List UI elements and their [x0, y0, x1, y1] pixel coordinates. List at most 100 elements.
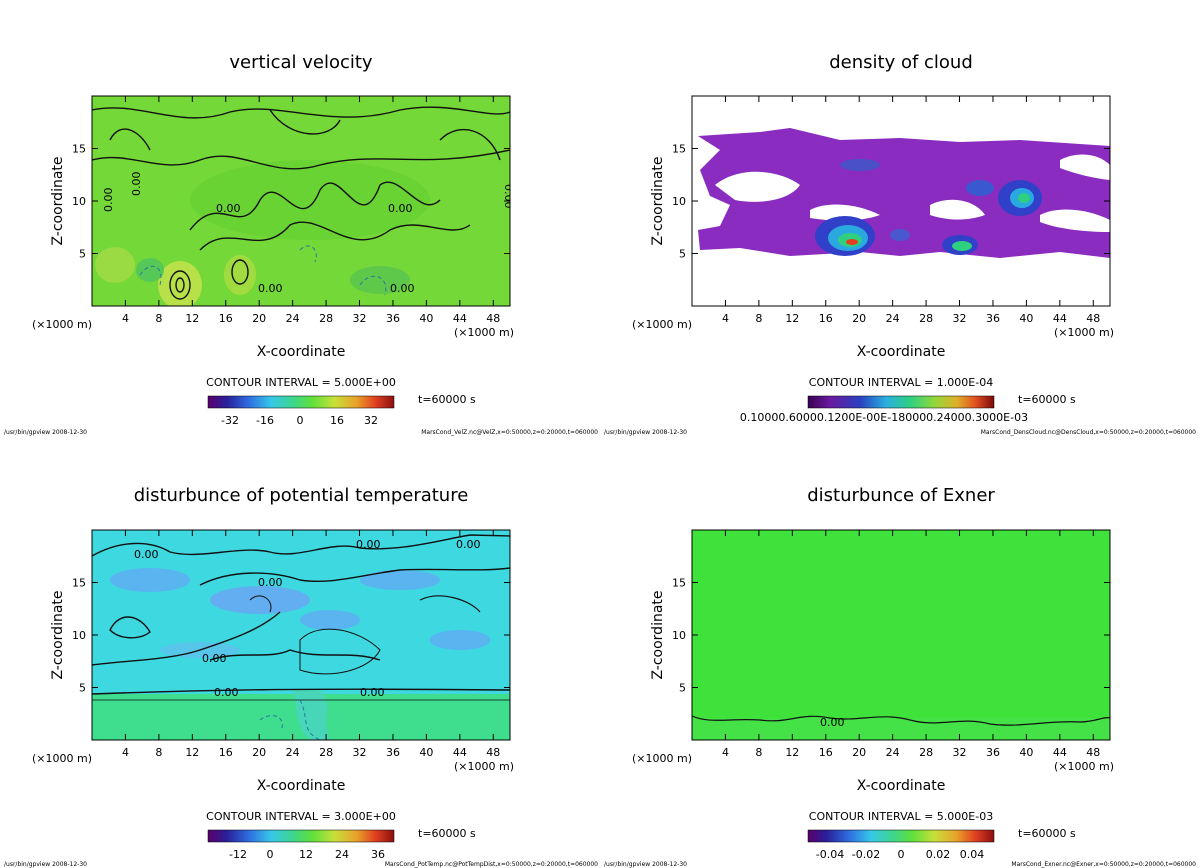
contour-label: 0.00	[216, 202, 241, 215]
x-tick-label: 44	[1053, 312, 1067, 325]
footer-right: MarsCond_DensCloud.nc@DensCloud,x=0:5000…	[981, 429, 1196, 436]
pottemp-field: 0.00 0.00 0.00 0.00 0.00 0.00 0.00	[92, 530, 510, 740]
y-tick-label: 5	[79, 248, 86, 261]
colorbar-tick: 16	[330, 414, 344, 427]
footer-right: MarsCond_VelZ.nc@VelZ,x=0:50000,z=0:2000…	[421, 429, 598, 436]
x-tick-label: 20	[852, 312, 866, 325]
x-tick-label: 24	[886, 312, 900, 325]
colorbar-tick: 0.02	[926, 848, 951, 861]
y-tick-label: 5	[79, 682, 86, 695]
x-tick-label: 12	[185, 746, 199, 759]
y-axis-label: Z-coordinate	[650, 590, 666, 679]
y-tick-label: 15	[72, 577, 86, 590]
exner-field: 0.00	[692, 530, 1110, 740]
x-tick-label: 44	[453, 312, 467, 325]
contour-label: 0.00	[820, 716, 845, 729]
x-tick-label: 32	[353, 312, 367, 325]
y-tick-label: 5	[679, 682, 686, 695]
colorbar-tick: 32	[364, 414, 378, 427]
colorbar-tick: 24	[335, 848, 349, 861]
contour-interval: CONTOUR INTERVAL = 3.000E+00	[206, 810, 396, 823]
x-tick-label: 28	[319, 312, 333, 325]
colorbar-ticks-overlap: 0.10000.60000.1200E-00E-180000.24000.300…	[740, 411, 1028, 424]
x-axis-label: X-coordinate	[257, 778, 346, 794]
x-tick-label: 16	[819, 312, 833, 325]
x-tick-label: 36	[386, 312, 400, 325]
x-unit-right: (×1000 m)	[1054, 326, 1114, 339]
y-tick-label: 10	[672, 195, 686, 208]
contour-label: 0.00	[130, 172, 143, 197]
cloud-field	[692, 96, 1110, 306]
y-tick-label: 10	[72, 629, 86, 642]
x-tick-label: 8	[155, 746, 162, 759]
x-tick-label: 48	[1086, 312, 1100, 325]
x-tick-label: 28	[919, 746, 933, 759]
x-tick-label: 12	[785, 746, 799, 759]
x-tick-label: 40	[419, 746, 433, 759]
panel-potential-temperature: disturbunce of potential temperature 0.0…	[4, 485, 598, 868]
colorbar-tick: 0	[297, 414, 304, 427]
x-unit-right: (×1000 m)	[454, 760, 514, 773]
colorbar-tick: -16	[256, 414, 274, 427]
x-tick-label: 40	[1019, 746, 1033, 759]
footer-left: /usr/bin/gpview 2008-12-30	[604, 861, 687, 868]
y-tick-label: 15	[672, 143, 686, 156]
colorbar-tick: -32	[221, 414, 239, 427]
x-tick-label: 4	[122, 746, 129, 759]
contour-interval: CONTOUR INTERVAL = 5.000E+00	[206, 376, 396, 389]
colorbar-tick: 0	[898, 848, 905, 861]
footer-left: /usr/bin/gpview 2008-12-30	[4, 429, 87, 436]
x-tick-label: 32	[953, 746, 967, 759]
contour-label: 0.00	[360, 686, 385, 699]
y-tick-label: 15	[672, 577, 686, 590]
x-tick-label: 12	[785, 312, 799, 325]
x-unit-left: (×1000 m)	[32, 318, 92, 331]
x-unit-right: (×1000 m)	[1054, 760, 1114, 773]
time-label: t=60000 s	[418, 827, 476, 840]
x-unit-left: (×1000 m)	[632, 318, 692, 331]
contour-label: 0.00	[202, 652, 227, 665]
colorbar-tick: -12	[229, 848, 247, 861]
x-tick-label: 32	[353, 746, 367, 759]
footer-left: /usr/bin/gpview 2008-12-30	[604, 429, 687, 436]
x-tick-label: 16	[219, 746, 233, 759]
velocity-field: 0.00 0.00 0.00 0.00 0.00 0.00 0.00	[92, 96, 515, 306]
contour-label: 0.00	[258, 576, 283, 589]
contour-label: 0.00	[102, 188, 115, 213]
contour-label: 0.00	[502, 184, 515, 209]
x-tick-label: 20	[252, 746, 266, 759]
x-tick-label: 40	[1019, 312, 1033, 325]
x-tick-label: 24	[886, 746, 900, 759]
colorbar-tick: 0	[267, 848, 274, 861]
x-tick-label: 28	[919, 312, 933, 325]
x-tick-label: 44	[453, 746, 467, 759]
x-tick-label: 48	[486, 312, 500, 325]
time-label: t=60000 s	[1018, 827, 1076, 840]
x-tick-label: 36	[986, 312, 1000, 325]
panel-vertical-velocity: vertical velocity 0.00 0.00 0.00	[4, 52, 598, 436]
x-tick-label: 8	[755, 312, 762, 325]
y-axis-label: Z-coordinate	[50, 590, 66, 679]
x-unit-right: (×1000 m)	[454, 326, 514, 339]
x-tick-label: 12	[185, 312, 199, 325]
panel-density-of-cloud: density of cloud 4 8 12 16 20 24 28 32 36 40 44 485…	[604, 52, 1196, 436]
x-axis-label: X-coordinate	[857, 344, 946, 360]
x-tick-label: 40	[419, 312, 433, 325]
x-axis-label: X-coordinate	[857, 778, 946, 794]
colorbar	[207, 395, 395, 409]
x-unit-left: (×1000 m)	[632, 752, 692, 765]
time-label: t=60000 s	[418, 393, 476, 406]
x-tick-label: 48	[486, 746, 500, 759]
x-tick-label: 20	[852, 746, 866, 759]
footer-right: MarsCond_PotTemp.nc@PotTempDist,x=0:5000…	[385, 861, 598, 868]
y-axis-label: Z-coordinate	[650, 156, 666, 245]
x-tick-label: 36	[386, 746, 400, 759]
x-tick-label: 4	[722, 746, 729, 759]
time-label: t=60000 s	[1018, 393, 1076, 406]
contour-interval: CONTOUR INTERVAL = 1.000E-04	[809, 376, 993, 389]
colorbar-tick: -0.04	[816, 848, 844, 861]
x-tick-label: 36	[986, 746, 1000, 759]
x-tick-label: 48	[1086, 746, 1100, 759]
panel-title: disturbunce of Exner	[807, 485, 995, 506]
